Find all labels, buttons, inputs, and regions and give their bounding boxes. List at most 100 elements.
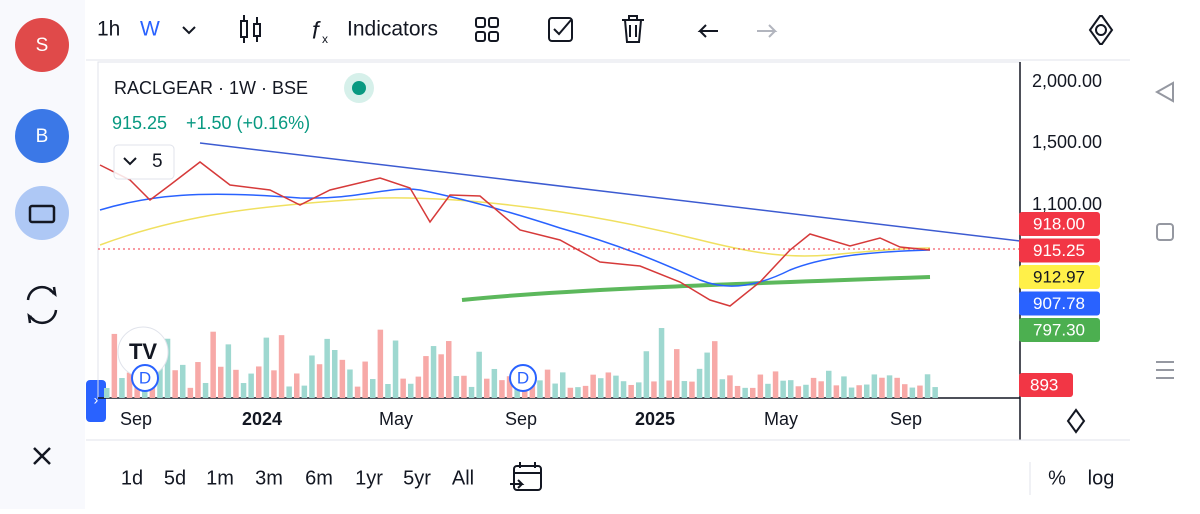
indicators[interactable]: Indicators <box>347 18 438 41</box>
collapse-tab[interactable] <box>86 380 106 422</box>
nav-back[interactable] <box>1154 81 1174 103</box>
refresh-icon[interactable] <box>26 285 58 325</box>
volume-bar <box>248 373 254 398</box>
goto-date-icon[interactable] <box>510 462 542 491</box>
volume-bar <box>506 376 513 398</box>
volume-bar <box>795 386 802 398</box>
close-icon[interactable] <box>33 447 51 465</box>
volume-bar <box>818 381 824 398</box>
volume-bar <box>803 384 809 398</box>
range-button[interactable]: 5d <box>164 467 186 489</box>
event-marker[interactable] <box>509 364 537 392</box>
volume-bar <box>727 375 733 398</box>
legend-change: +1.50 (+0.16%) <box>186 113 310 133</box>
volume-bar <box>377 329 384 398</box>
redo-icon[interactable] <box>757 24 778 38</box>
candle-icon[interactable] <box>240 15 261 43</box>
volume-bar <box>294 373 300 398</box>
volume-bar <box>438 354 444 398</box>
settings-icon[interactable] <box>1088 15 1114 45</box>
event-marker-label: D <box>139 368 151 387</box>
nav-menu[interactable] <box>1156 361 1174 379</box>
range-button[interactable]: 6m <box>305 467 333 489</box>
volume-bar <box>704 352 710 398</box>
volume-bar <box>750 387 756 398</box>
lock-button[interactable] <box>15 186 69 240</box>
sidebar-button-label: B <box>36 126 49 147</box>
volume-bar <box>461 375 467 398</box>
range-button[interactable]: 5yr <box>403 467 431 489</box>
volume-bar <box>400 378 406 398</box>
volume-bar <box>575 387 581 398</box>
price-tick: 1,100.00 <box>1032 194 1102 214</box>
price-badge <box>1019 265 1100 289</box>
volume-bar <box>689 381 695 398</box>
volume-bar <box>582 385 589 398</box>
collapse-box[interactable] <box>113 144 175 180</box>
volume-bar <box>696 368 703 398</box>
volume-bar <box>164 338 171 398</box>
nav-home[interactable] <box>1156 223 1174 241</box>
range-button[interactable]: 1d <box>121 467 143 489</box>
time-tick: Sep <box>505 409 537 429</box>
volume-bar <box>810 377 817 398</box>
volume-bar <box>856 385 862 398</box>
volume-bar <box>430 346 437 398</box>
range-button[interactable]: 1m <box>206 467 234 489</box>
volume-bar <box>210 331 216 398</box>
volume-bar <box>932 387 938 398</box>
volume-bar <box>780 380 786 398</box>
price-badge <box>1019 318 1100 342</box>
volume-bar <box>552 383 558 398</box>
volume-bar <box>658 328 665 398</box>
volume-bar <box>111 333 118 398</box>
volume-bar <box>681 381 688 398</box>
time-tick: May <box>764 409 798 429</box>
volume-bar <box>134 383 140 398</box>
sidebar-button[interactable] <box>15 109 69 163</box>
volume-badge <box>1019 373 1073 397</box>
range-button[interactable]: 1yr <box>355 467 383 489</box>
legend-price: 915.25 <box>112 113 167 133</box>
volume-bar <box>172 370 178 398</box>
volume-bar <box>719 379 726 398</box>
layout-icon[interactable] <box>475 17 499 42</box>
support-curve <box>461 275 931 302</box>
check-icon[interactable] <box>548 17 573 42</box>
sidebar-button-label: S <box>36 35 49 56</box>
volume-bar <box>180 364 186 398</box>
volume-bar <box>370 379 376 398</box>
volume-bar <box>537 380 543 398</box>
volume-bar <box>362 361 368 398</box>
sidebar-button[interactable] <box>15 18 69 72</box>
event-marker[interactable] <box>131 364 159 392</box>
price-tick: 2,000.00 <box>1032 71 1102 91</box>
price-badge-label: 915.25 <box>1033 241 1085 260</box>
volume-bar <box>491 368 498 398</box>
volume-bar <box>446 341 452 398</box>
scale-option[interactable]: % <box>1048 467 1066 489</box>
volume-bar <box>453 376 460 398</box>
volume-bar <box>385 383 391 398</box>
volume-badge-label: 893 <box>1030 375 1058 394</box>
axis-settings-icon[interactable] <box>1066 408 1086 434</box>
undo-icon[interactable] <box>697 24 718 38</box>
volume-bar <box>765 383 771 398</box>
volume-bar <box>712 341 718 398</box>
volume-bar <box>332 350 338 398</box>
range-button[interactable]: 3m <box>255 467 283 489</box>
dropdown[interactable] <box>182 26 196 35</box>
fx-icon[interactable]: f <box>312 17 321 44</box>
price-badge <box>1019 238 1100 263</box>
chart-style[interactable]: W <box>140 18 160 41</box>
volume-bar <box>499 380 505 398</box>
volume-bar <box>879 377 885 398</box>
volume-bar <box>620 381 627 398</box>
scale-option[interactable]: log <box>1088 467 1115 489</box>
interval[interactable]: 1h <box>97 18 120 41</box>
price-tick: 1,500.00 <box>1032 132 1102 152</box>
volume-bar <box>529 379 536 398</box>
trash-icon[interactable] <box>622 15 644 43</box>
range-button[interactable]: All <box>452 467 474 489</box>
